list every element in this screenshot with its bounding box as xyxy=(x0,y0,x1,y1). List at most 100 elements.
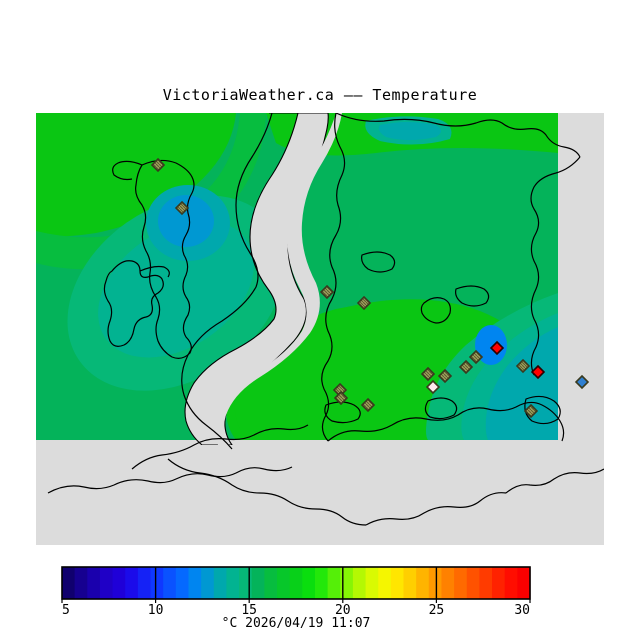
colorbar-swatch xyxy=(428,567,443,599)
station-marker[interactable] xyxy=(420,366,436,382)
colorbar-swatch xyxy=(213,567,228,599)
colorbar-swatch xyxy=(125,567,139,599)
coast-inland-lake-c xyxy=(361,251,396,273)
colorbar-swatch xyxy=(87,567,101,599)
coast-east-puget xyxy=(505,468,604,494)
field-level-blue-pocket xyxy=(475,325,507,365)
colorbar-swatch xyxy=(239,567,253,599)
station-marker[interactable] xyxy=(333,390,349,406)
temperature-map[interactable] xyxy=(36,113,604,545)
colorbar-swatch xyxy=(504,567,518,599)
coast-vancouver-island xyxy=(135,159,195,359)
colorbar-swatch xyxy=(492,567,506,599)
coast-south-peninsula xyxy=(327,401,565,442)
colorbar-swatch xyxy=(479,567,493,599)
station-marker[interactable] xyxy=(319,284,335,300)
colorbar-swatch xyxy=(226,567,240,599)
colorbar-tick-labels: 5 10 15 20 25 30 xyxy=(62,603,530,618)
map-panel[interactable] xyxy=(36,113,604,545)
colorbar-swatch xyxy=(441,567,455,599)
station-marker[interactable] xyxy=(523,403,539,419)
station-marker[interactable] xyxy=(530,364,546,380)
field-level-coldest-core xyxy=(158,195,214,247)
station-marker[interactable] xyxy=(468,349,484,365)
colorbar-tick-label: 5 xyxy=(62,603,70,618)
coast-inland-lake-b xyxy=(455,285,490,307)
coast-east-shore xyxy=(530,156,581,376)
colorbar-tick-label: 10 xyxy=(148,603,164,618)
colorbar-swatch xyxy=(454,567,468,599)
colorbar-swatch xyxy=(466,567,481,599)
colorbar-swatch xyxy=(163,567,177,599)
station-marker[interactable] xyxy=(425,379,441,395)
colorbar-frame xyxy=(61,566,531,600)
colorbar-swatches xyxy=(62,567,531,599)
coast-olympic-north xyxy=(47,466,293,494)
coast-small-bay-west xyxy=(324,401,361,424)
coast-north-shore xyxy=(335,113,581,158)
colorbar-swatch xyxy=(416,567,430,599)
colorbar-swatch xyxy=(175,567,190,599)
coast-olympic-south xyxy=(167,458,367,526)
colorbar[interactable]: 5 10 15 20 25 30 °C 2026/04/19 11:07 xyxy=(36,563,604,633)
coast-olympic-ridge xyxy=(131,424,309,470)
colorbar-panel[interactable]: 5 10 15 20 25 30 °C 2026/04/19 11:07 xyxy=(36,563,604,633)
colorbar-swatch xyxy=(74,567,88,599)
station-marker[interactable] xyxy=(574,374,590,390)
colorbar-tick-label: 15 xyxy=(241,603,257,618)
station-marker[interactable] xyxy=(458,359,474,375)
coast-puget-sound xyxy=(365,492,507,526)
colorbar-swatch xyxy=(390,567,405,599)
colorbar-tick-label: 25 xyxy=(429,603,445,618)
land-south-block xyxy=(166,445,604,545)
colorbar-swatch xyxy=(264,567,278,599)
coastlines xyxy=(47,113,604,526)
station-marker[interactable] xyxy=(489,340,505,356)
station-markers[interactable] xyxy=(150,157,590,419)
coast-small-bay-south xyxy=(424,397,458,420)
colorbar-ticks xyxy=(61,567,531,603)
colorbar-swatch xyxy=(99,567,114,599)
page-title: VictoriaWeather.ca —— Temperature xyxy=(162,86,478,104)
field-level-cold-se xyxy=(485,327,558,440)
coast-small-island-se xyxy=(524,395,561,425)
colorbar-swatch xyxy=(378,567,392,599)
colorbar-swatch xyxy=(314,567,329,599)
coast-island-arm xyxy=(112,160,143,181)
colorbar-swatch xyxy=(277,567,291,599)
colorbar-swatch xyxy=(302,567,316,599)
coast-inland-lake-a xyxy=(420,297,451,324)
station-marker[interactable] xyxy=(515,358,531,374)
coast-mainland-west xyxy=(181,113,273,450)
field-level-warm-nw xyxy=(36,113,236,237)
colorbar-swatch xyxy=(517,567,531,599)
station-marker[interactable] xyxy=(150,157,166,173)
station-marker[interactable] xyxy=(360,397,376,413)
colorbar-caption: °C 2026/04/19 11:07 xyxy=(222,616,371,631)
colorbar-tick-label: 30 xyxy=(514,603,530,618)
colorbar-swatch xyxy=(112,567,126,599)
land-nw-strip xyxy=(215,113,342,453)
station-marker[interactable] xyxy=(174,200,190,216)
colorbar-tick-label: 20 xyxy=(335,603,351,618)
field-level-cooler-ellipse xyxy=(98,220,254,358)
colorbar-swatch xyxy=(62,567,76,599)
colorbar-swatch xyxy=(150,567,164,599)
colorbar-swatch xyxy=(352,567,367,599)
colorbar-swatch xyxy=(327,567,341,599)
colorbar-swatch xyxy=(289,567,303,599)
station-marker[interactable] xyxy=(356,295,372,311)
colorbar-swatch xyxy=(365,567,379,599)
colorbar-swatch xyxy=(251,567,265,599)
coast-central-landmass-west xyxy=(321,113,346,442)
field-level-cold-ne-pocket xyxy=(378,122,441,140)
coast-southwest-islands xyxy=(103,260,164,347)
colorbar-swatch xyxy=(137,567,152,599)
colorbar-swatch xyxy=(188,567,202,599)
colorbar-swatch xyxy=(340,567,354,599)
colorbar-swatch xyxy=(403,567,417,599)
coast-southwest-spit xyxy=(139,265,170,278)
station-marker[interactable] xyxy=(437,368,453,384)
colorbar-swatch xyxy=(201,567,215,599)
